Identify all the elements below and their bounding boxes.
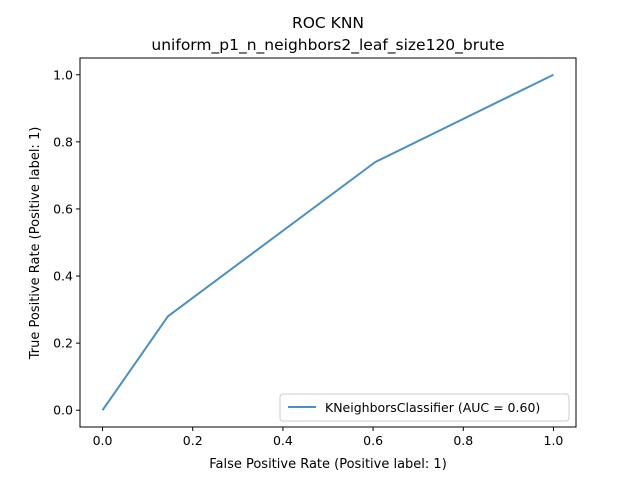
chart-title: ROC KNN xyxy=(292,14,364,32)
x-axis-label: False Positive Rate (Positive label: 1) xyxy=(209,457,447,472)
x-tick-label: 0.0 xyxy=(93,433,113,448)
y-axis-label: True Positive Rate (Positive label: 1) xyxy=(28,127,43,361)
axes-frame xyxy=(79,57,577,428)
y-tick-label: 1.0 xyxy=(53,67,73,82)
y-axis-ticks: 0.0 0.2 0.4 0.6 0.8 1.0 xyxy=(53,67,80,418)
x-tick-label: 0.2 xyxy=(183,433,203,448)
x-tick-label: 0.6 xyxy=(363,433,383,448)
y-tick-label: 0.2 xyxy=(53,336,73,351)
roc-curve-line xyxy=(101,73,554,411)
legend-box xyxy=(279,393,570,422)
y-tick-label: 0.0 xyxy=(53,403,73,418)
x-tick-label: 0.8 xyxy=(453,433,473,448)
legend-entry-label: KNeighborsClassifier (AUC = 0.60) xyxy=(325,400,540,415)
legend: KNeighborsClassifier (AUC = 0.60) xyxy=(279,393,570,422)
x-axis-ticks: 0.0 0.2 0.4 0.6 0.8 1.0 xyxy=(93,427,564,448)
chart-subtitle: uniform_p1_n_neighbors2_leaf_size120_bru… xyxy=(151,36,504,55)
y-tick-label: 0.4 xyxy=(53,269,73,284)
y-tick-label: 0.6 xyxy=(53,201,73,216)
plot-area: 0.0 0.2 0.4 0.6 0.8 1.0 0.0 0.2 0.4 0.6 0.8 1.0 xyxy=(53,57,577,448)
y-tick-label: 0.8 xyxy=(53,134,73,149)
x-tick-label: 0.4 xyxy=(273,433,293,448)
x-tick-label: 1.0 xyxy=(544,433,564,448)
series-layer xyxy=(101,73,554,411)
